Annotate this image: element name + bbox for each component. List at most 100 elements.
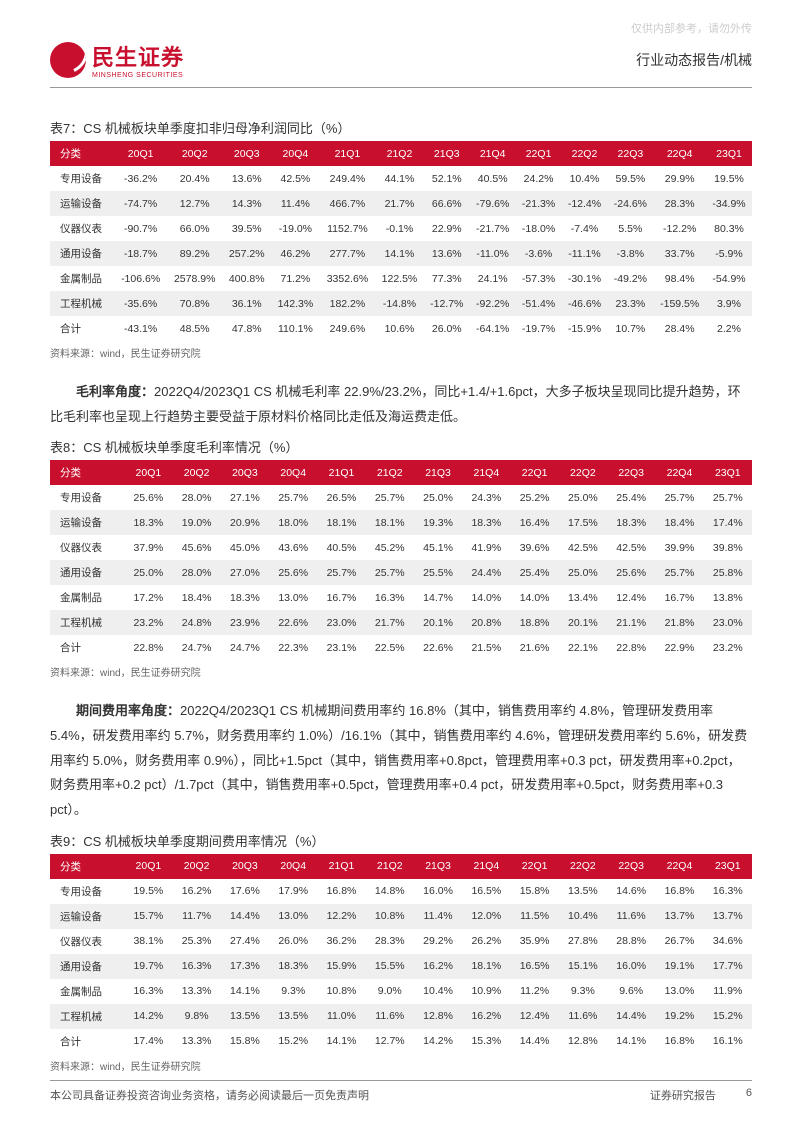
table-cell: 24.2% bbox=[516, 166, 562, 191]
table-cell: 11.5% bbox=[510, 904, 558, 929]
table-row: 工程机械-35.6%70.8%36.1%142.3%182.2%-14.8%-1… bbox=[50, 291, 752, 316]
table-cell: -64.1% bbox=[470, 316, 516, 341]
table-cell: 25.7% bbox=[366, 560, 414, 585]
table-cell: 15.1% bbox=[559, 954, 607, 979]
table-cell: 11.9% bbox=[704, 979, 752, 1004]
table-cell: 9.8% bbox=[173, 1004, 221, 1029]
table-cell: -74.7% bbox=[114, 191, 167, 216]
table-cell: 工程机械 bbox=[50, 1004, 124, 1029]
table-cell: 14.4% bbox=[221, 904, 269, 929]
table-cell: 22.3% bbox=[269, 635, 317, 660]
table-cell: 24.8% bbox=[173, 610, 221, 635]
table-cell: 23.3% bbox=[607, 291, 653, 316]
table-cell: -11.0% bbox=[470, 241, 516, 266]
table-cell: -12.7% bbox=[424, 291, 470, 316]
table-cell: 仪器仪表 bbox=[50, 216, 114, 241]
table-cell: 20.1% bbox=[414, 610, 462, 635]
table-cell: 17.4% bbox=[124, 1029, 172, 1054]
table7-source: 资料来源：wind，民生证券研究院 bbox=[50, 345, 752, 360]
table-cell: 12.0% bbox=[462, 904, 510, 929]
table-cell: 25.0% bbox=[414, 485, 462, 510]
table-cell: 47.8% bbox=[222, 316, 271, 341]
table-header-cell: 21Q1 bbox=[317, 460, 365, 485]
table-cell: 10.4% bbox=[414, 979, 462, 1004]
table-cell: 18.3% bbox=[269, 954, 317, 979]
table-cell: -5.9% bbox=[706, 241, 752, 266]
table-cell: 16.4% bbox=[510, 510, 558, 535]
table-cell: -24.6% bbox=[607, 191, 653, 216]
table-row: 通用设备25.0%28.0%27.0%25.6%25.7%25.7%25.5%2… bbox=[50, 560, 752, 585]
table-cell: 59.5% bbox=[607, 166, 653, 191]
table-cell: 98.4% bbox=[653, 266, 706, 291]
table-cell: 44.1% bbox=[375, 166, 424, 191]
table-cell: -21.7% bbox=[470, 216, 516, 241]
table-cell: -0.1% bbox=[375, 216, 424, 241]
table-cell: 仪器仪表 bbox=[50, 535, 124, 560]
table-cell: 16.3% bbox=[124, 979, 172, 1004]
table-header-cell: 20Q1 bbox=[124, 460, 172, 485]
table-cell: -57.3% bbox=[516, 266, 562, 291]
table-cell: 27.1% bbox=[221, 485, 269, 510]
table-cell: 21.7% bbox=[366, 610, 414, 635]
table-cell: 71.2% bbox=[271, 266, 320, 291]
table-header-cell: 20Q2 bbox=[173, 854, 221, 879]
table-row: 合计17.4%13.3%15.8%15.2%14.1%12.7%14.2%15.… bbox=[50, 1029, 752, 1054]
table-cell: 26.5% bbox=[317, 485, 365, 510]
table-cell: 18.3% bbox=[221, 585, 269, 610]
table-cell: 25.5% bbox=[414, 560, 462, 585]
table-header-cell: 22Q1 bbox=[510, 854, 558, 879]
table-header-cell: 22Q4 bbox=[655, 854, 703, 879]
table-cell: 18.1% bbox=[366, 510, 414, 535]
table-cell: 25.6% bbox=[269, 560, 317, 585]
table-cell: 22.9% bbox=[655, 635, 703, 660]
table-cell: 10.6% bbox=[375, 316, 424, 341]
table-cell: 38.1% bbox=[124, 929, 172, 954]
table-header-cell: 23Q1 bbox=[706, 141, 752, 166]
table-cell: 122.5% bbox=[375, 266, 424, 291]
table-cell: 14.3% bbox=[222, 191, 271, 216]
table-cell: 13.6% bbox=[424, 241, 470, 266]
table-cell: 21.8% bbox=[655, 610, 703, 635]
table-cell: 11.0% bbox=[317, 1004, 365, 1029]
table-cell: 48.5% bbox=[167, 316, 222, 341]
table-cell: 26.0% bbox=[424, 316, 470, 341]
table-cell: 工程机械 bbox=[50, 610, 124, 635]
table-header-cell: 22Q3 bbox=[607, 460, 655, 485]
table-cell: 39.6% bbox=[510, 535, 558, 560]
table-cell: 22.9% bbox=[424, 216, 470, 241]
table-cell: 42.5% bbox=[607, 535, 655, 560]
table-cell: 5.5% bbox=[607, 216, 653, 241]
table-cell: 249.6% bbox=[320, 316, 375, 341]
table-cell: 29.9% bbox=[653, 166, 706, 191]
table-header-cell: 分类 bbox=[50, 141, 114, 166]
table-cell: -18.0% bbox=[516, 216, 562, 241]
table-cell: 13.5% bbox=[269, 1004, 317, 1029]
table-cell: 15.5% bbox=[366, 954, 414, 979]
table-cell: 通用设备 bbox=[50, 560, 124, 585]
table-cell: 合计 bbox=[50, 635, 124, 660]
table-cell: 39.8% bbox=[704, 535, 752, 560]
table-cell: 39.5% bbox=[222, 216, 271, 241]
table-cell: 专用设备 bbox=[50, 166, 114, 191]
table-cell: 12.4% bbox=[607, 585, 655, 610]
table-cell: 70.8% bbox=[167, 291, 222, 316]
table-cell: 24.7% bbox=[173, 635, 221, 660]
table-cell: 43.6% bbox=[269, 535, 317, 560]
table-cell: 15.2% bbox=[269, 1029, 317, 1054]
table-header-cell: 分类 bbox=[50, 854, 124, 879]
table-cell: 25.7% bbox=[704, 485, 752, 510]
table-header-cell: 20Q4 bbox=[269, 854, 317, 879]
table-cell: 22.1% bbox=[559, 635, 607, 660]
table-cell: 17.5% bbox=[559, 510, 607, 535]
table-cell: 12.4% bbox=[510, 1004, 558, 1029]
table-cell: 17.3% bbox=[221, 954, 269, 979]
table-cell: 专用设备 bbox=[50, 879, 124, 904]
table-cell: 25.2% bbox=[510, 485, 558, 510]
page-footer: 本公司具备证券投资咨询业务资格，请务必阅读最后一页免责声明 证券研究报告 6 bbox=[50, 1080, 752, 1103]
table-cell: 18.1% bbox=[317, 510, 365, 535]
table-header-cell: 20Q1 bbox=[114, 141, 167, 166]
table-cell: 14.8% bbox=[366, 879, 414, 904]
table-row: 工程机械23.2%24.8%23.9%22.6%23.0%21.7%20.1%2… bbox=[50, 610, 752, 635]
table-header-cell: 21Q3 bbox=[424, 141, 470, 166]
table9: 分类20Q120Q220Q320Q421Q121Q221Q321Q422Q122… bbox=[50, 854, 752, 1054]
